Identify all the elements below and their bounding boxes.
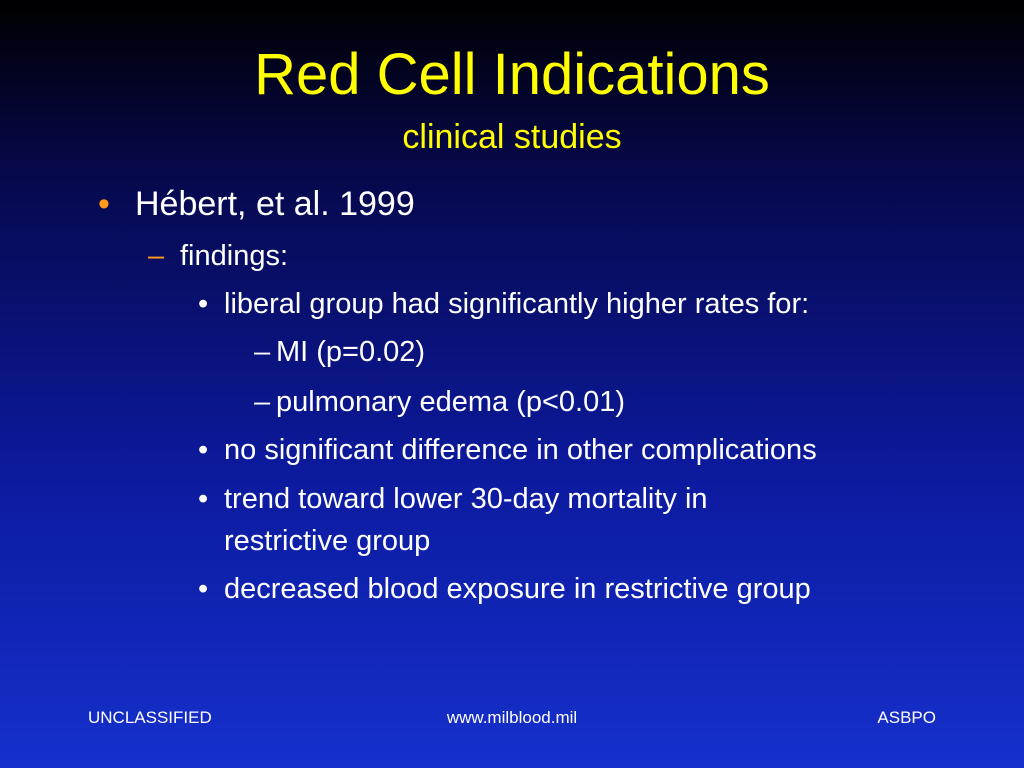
- bullet-marker: •: [198, 483, 209, 515]
- bullet-text-line: trend toward lower 30-day mortality in: [224, 483, 708, 515]
- dash-marker: –: [254, 386, 271, 418]
- dash-marker: –: [148, 240, 165, 272]
- bullet-marker: •: [98, 185, 110, 223]
- bullet-marker: •: [198, 288, 209, 320]
- bullet-text: decreased blood exposure in restrictive …: [224, 573, 811, 605]
- footer-organization: ASBPO: [877, 708, 936, 727]
- bullet-text-line: restrictive group: [224, 525, 431, 557]
- bullet-marker: •: [198, 434, 209, 466]
- bullet-text: findings:: [180, 240, 289, 272]
- bullet-text: MI (p=0.02): [276, 336, 426, 368]
- bullet-text: liberal group had significantly higher r…: [224, 288, 810, 320]
- bullet-text: no significant difference in other compl…: [224, 434, 817, 466]
- footer-classification: UNCLASSIFIED: [88, 708, 212, 727]
- dash-marker: –: [254, 336, 271, 368]
- footer-website: www.milblood.mil: [446, 708, 578, 727]
- bullet-text: Hébert, et al. 1999: [135, 185, 415, 223]
- bullet-text: pulmonary edema (p<0.01): [276, 386, 626, 418]
- bullet-marker: •: [198, 573, 209, 605]
- slide-subtitle: clinical studies: [402, 118, 622, 156]
- slide-title: Red Cell Indications: [254, 42, 770, 107]
